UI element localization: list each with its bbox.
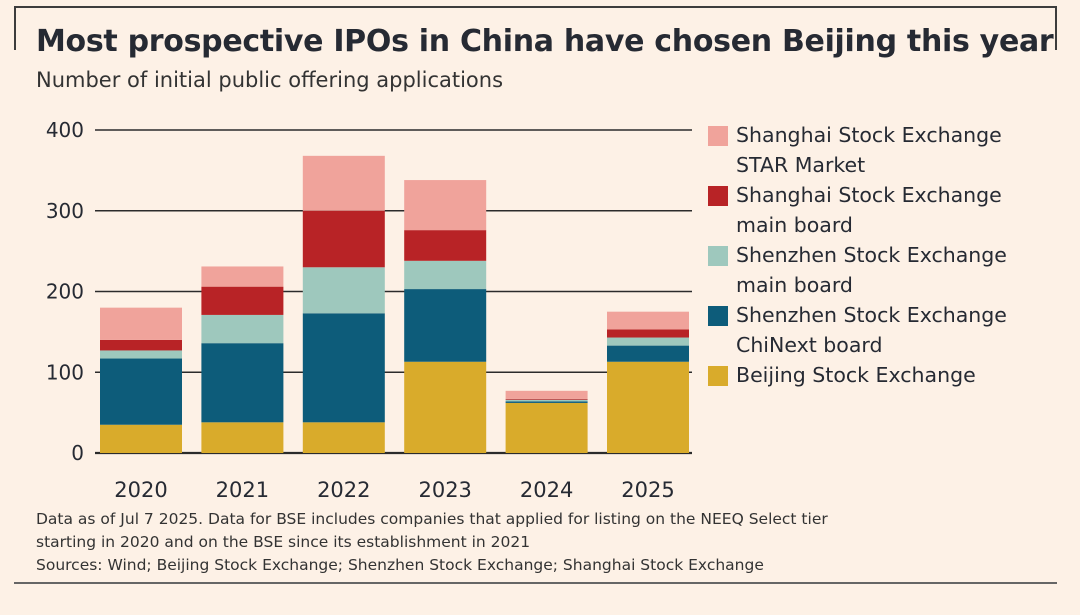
- bar-stacks: [100, 155, 689, 453]
- note-line-2: starting in 2020 and on the BSE since it…: [36, 533, 531, 551]
- chart-subtitle: Number of initial public offering applic…: [36, 68, 504, 92]
- legend-item: Beijing Stock Exchange: [708, 360, 1068, 390]
- bar-segment: [302, 422, 385, 453]
- y-tick-label: 0: [71, 441, 84, 465]
- bar-segment: [404, 230, 487, 261]
- legend-label: Shanghai Stock Exchange: [736, 123, 1002, 147]
- legend-label: Beijing Stock Exchange: [736, 363, 976, 387]
- bar-segment: [505, 399, 588, 402]
- y-axis-ticks: 0 100 200 300 400: [46, 118, 84, 465]
- x-tick-label: 2021: [216, 478, 269, 502]
- bar-segment: [201, 422, 284, 453]
- bar-segment: [607, 337, 689, 346]
- legend-label: STAR Market: [736, 153, 866, 177]
- bar-segment: [505, 398, 588, 400]
- x-tick-label: 2020: [114, 478, 167, 502]
- x-tick-label: 2025: [621, 478, 674, 502]
- bar-segment: [201, 343, 284, 423]
- bar-segment: [505, 401, 588, 403]
- legend-swatch: [708, 186, 728, 206]
- chart-legend: Shanghai Stock Exchange STAR Market Shangh…: [708, 120, 1068, 390]
- bar-segment: [100, 424, 182, 453]
- bar-segment: [302, 155, 385, 211]
- bar-segment: [201, 286, 284, 315]
- bar-segment: [404, 289, 487, 362]
- legend-swatch: [708, 126, 728, 146]
- bar-segment: [607, 329, 689, 338]
- legend-label: Shenzhen Stock Exchange: [736, 243, 1007, 267]
- y-tick-label: 200: [46, 280, 84, 304]
- bar-segment: [201, 266, 284, 287]
- bottom-rule: [14, 582, 1057, 584]
- sources-line: Sources: Wind; Beijing Stock Exchange; S…: [36, 556, 764, 574]
- legend-label: Shenzhen Stock Exchange: [736, 303, 1007, 327]
- bar-segment: [100, 307, 182, 340]
- y-tick-label: 400: [46, 118, 84, 142]
- bar-segment: [302, 267, 385, 314]
- bar-segment: [404, 260, 487, 290]
- legend-label: ChiNext board: [736, 333, 883, 357]
- legend-item: Shenzhen Stock Exchange ChiNext board: [708, 300, 1068, 360]
- bar-segment: [505, 390, 588, 399]
- y-tick-label: 100: [46, 360, 84, 384]
- bar-segment: [404, 361, 487, 453]
- gridlines: [95, 129, 692, 455]
- bar-segment: [607, 361, 689, 453]
- top-frame: [14, 6, 1057, 50]
- bar-segment: [100, 358, 182, 425]
- legend-swatch: [708, 366, 728, 386]
- bar-segment: [302, 210, 385, 268]
- legend-item: Shenzhen Stock Exchange main board: [708, 240, 1068, 300]
- legend-label: Shanghai Stock Exchange: [736, 183, 1002, 207]
- note-line-1: Data as of Jul 7 2025. Data for BSE incl…: [36, 510, 828, 528]
- legend-swatch: [708, 246, 728, 266]
- legend-label: main board: [736, 213, 853, 237]
- legend-swatch: [708, 306, 728, 326]
- bar-segment: [505, 402, 588, 453]
- chart-title: Most prospective IPOs in China have chos…: [36, 24, 1054, 59]
- bar-segment: [607, 345, 689, 362]
- legend-item: Shanghai Stock Exchange STAR Market: [708, 120, 1068, 180]
- x-tick-label: 2023: [418, 478, 471, 502]
- chart-notes: Data as of Jul 7 2025. Data for BSE incl…: [36, 508, 1046, 577]
- bar-segment: [607, 311, 689, 330]
- bar-segment: [201, 314, 284, 344]
- bar-segment: [100, 339, 182, 351]
- bar-segment: [404, 180, 487, 231]
- legend-label: main board: [736, 273, 853, 297]
- bar-segment: [100, 350, 182, 359]
- x-tick-label: 2022: [317, 478, 370, 502]
- x-tick-label: 2024: [520, 478, 573, 502]
- x-axis-ticks: 2020 2021 2022 2023 2024 2025: [114, 478, 674, 502]
- legend-item: Shanghai Stock Exchange main board: [708, 180, 1068, 240]
- bar-segment: [302, 313, 385, 423]
- y-tick-label: 300: [46, 199, 84, 223]
